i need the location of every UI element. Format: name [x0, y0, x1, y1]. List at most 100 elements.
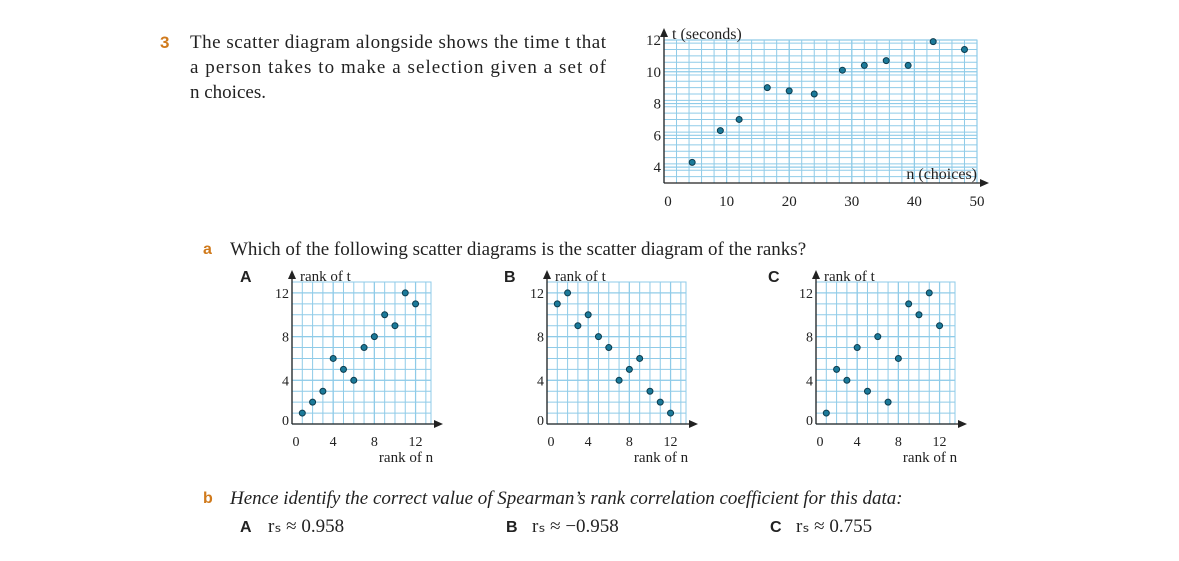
- data-point: [716, 127, 724, 135]
- question-number: 3: [160, 33, 169, 52]
- y-axis-title: rank of t: [555, 269, 607, 285]
- plot-frame: [663, 39, 978, 184]
- x-tick-label: 12: [664, 435, 678, 450]
- y-tick-label: 12: [646, 33, 661, 49]
- y-axis-arrow: [812, 270, 820, 279]
- x-axis-title: rank of n: [379, 450, 434, 466]
- data-point: [853, 344, 861, 352]
- y-tick-label: 6: [654, 128, 662, 144]
- question-text: The scatter diagram alongside shows the …: [190, 32, 607, 53]
- data-point: [615, 376, 623, 384]
- y-tick-label: 0: [282, 414, 289, 429]
- data-point: [863, 387, 871, 395]
- x-tick-label: 12: [933, 435, 947, 450]
- data-point: [339, 365, 347, 373]
- y-tick-label: 8: [537, 331, 544, 346]
- option-letter: B: [506, 519, 518, 536]
- data-point: [810, 90, 818, 98]
- data-point: [656, 398, 664, 406]
- data-point: [360, 344, 368, 352]
- x-tick-label: 20: [782, 194, 797, 210]
- data-point: [564, 289, 572, 297]
- option-letter: C: [770, 519, 782, 536]
- data-point: [309, 398, 317, 406]
- y-tick-label: 12: [799, 287, 813, 302]
- y-tick-label: 8: [282, 331, 289, 346]
- y-tick-label: 8: [806, 331, 813, 346]
- x-axis-arrow: [980, 179, 989, 187]
- x-tick-label: 0: [664, 194, 672, 210]
- y-tick-label: 12: [530, 287, 544, 302]
- y-tick-label: 4: [654, 160, 662, 176]
- question-text: a person takes to make a selection given…: [190, 57, 607, 78]
- x-tick-label: 40: [907, 194, 922, 210]
- data-point: [882, 57, 890, 65]
- y-axis-arrow: [543, 270, 551, 279]
- x-axis-title: n (choices): [906, 166, 977, 183]
- y-tick-label: 4: [537, 374, 544, 389]
- y-axis-title: rank of t: [824, 269, 876, 285]
- x-tick-label: 8: [371, 435, 378, 450]
- data-point: [350, 376, 358, 384]
- data-point: [929, 38, 937, 46]
- data-point: [298, 409, 306, 417]
- data-point: [960, 46, 968, 54]
- data-point: [904, 61, 912, 69]
- data-point: [646, 387, 654, 395]
- data-point: [936, 322, 944, 330]
- data-point: [401, 289, 409, 297]
- x-tick-label: 8: [626, 435, 633, 450]
- x-axis-arrow: [434, 420, 443, 428]
- data-point: [860, 61, 868, 69]
- x-tick-label: 0: [817, 435, 824, 450]
- option-text: rₛ ≈ −0.958: [532, 516, 619, 537]
- part-text: Which of the following scatter diagrams …: [230, 239, 806, 260]
- y-tick-label: 4: [282, 374, 289, 389]
- y-tick-label: 12: [275, 287, 289, 302]
- option-text: rₛ ≈ 0.958: [268, 516, 344, 537]
- x-tick-label: 12: [409, 435, 423, 450]
- x-tick-label: 10: [719, 194, 734, 210]
- y-axis-title: t (seconds): [672, 26, 742, 43]
- x-tick-label: 4: [585, 435, 592, 450]
- part-letter: b: [203, 490, 213, 507]
- data-point: [843, 376, 851, 384]
- y-axis-title: rank of t: [300, 269, 352, 285]
- data-point: [412, 300, 420, 308]
- x-axis-title: rank of n: [634, 450, 689, 466]
- data-point: [763, 84, 771, 92]
- data-point: [636, 354, 644, 362]
- x-tick-label: 8: [895, 435, 902, 450]
- data-point: [925, 289, 933, 297]
- y-tick-label: 0: [537, 414, 544, 429]
- data-point: [553, 300, 561, 308]
- x-axis-arrow: [689, 420, 698, 428]
- data-point: [735, 115, 743, 123]
- data-point: [584, 311, 592, 319]
- y-axis-arrow: [288, 270, 296, 279]
- x-tick-label: 30: [844, 194, 859, 210]
- y-tick-label: 8: [654, 97, 662, 113]
- y-tick-label: 10: [646, 65, 661, 81]
- data-point: [838, 66, 846, 74]
- data-point: [391, 322, 399, 330]
- data-point: [785, 87, 793, 95]
- chart-option-label: C: [768, 269, 780, 286]
- data-point: [833, 365, 841, 373]
- data-point: [822, 409, 830, 417]
- part-text: Hence identify the correct value of Spea…: [229, 488, 903, 509]
- question-text: n choices.: [190, 82, 266, 103]
- y-tick-label: 4: [806, 374, 813, 389]
- x-axis-title: rank of n: [903, 450, 958, 466]
- data-point: [605, 344, 613, 352]
- data-point: [905, 300, 913, 308]
- x-axis-arrow: [958, 420, 967, 428]
- data-point: [381, 311, 389, 319]
- x-tick-label: 0: [548, 435, 555, 450]
- data-point: [894, 354, 902, 362]
- y-tick-label: 0: [806, 414, 813, 429]
- chart-option-label: A: [240, 269, 252, 286]
- chart-option-label: B: [504, 269, 516, 286]
- data-point: [688, 158, 696, 166]
